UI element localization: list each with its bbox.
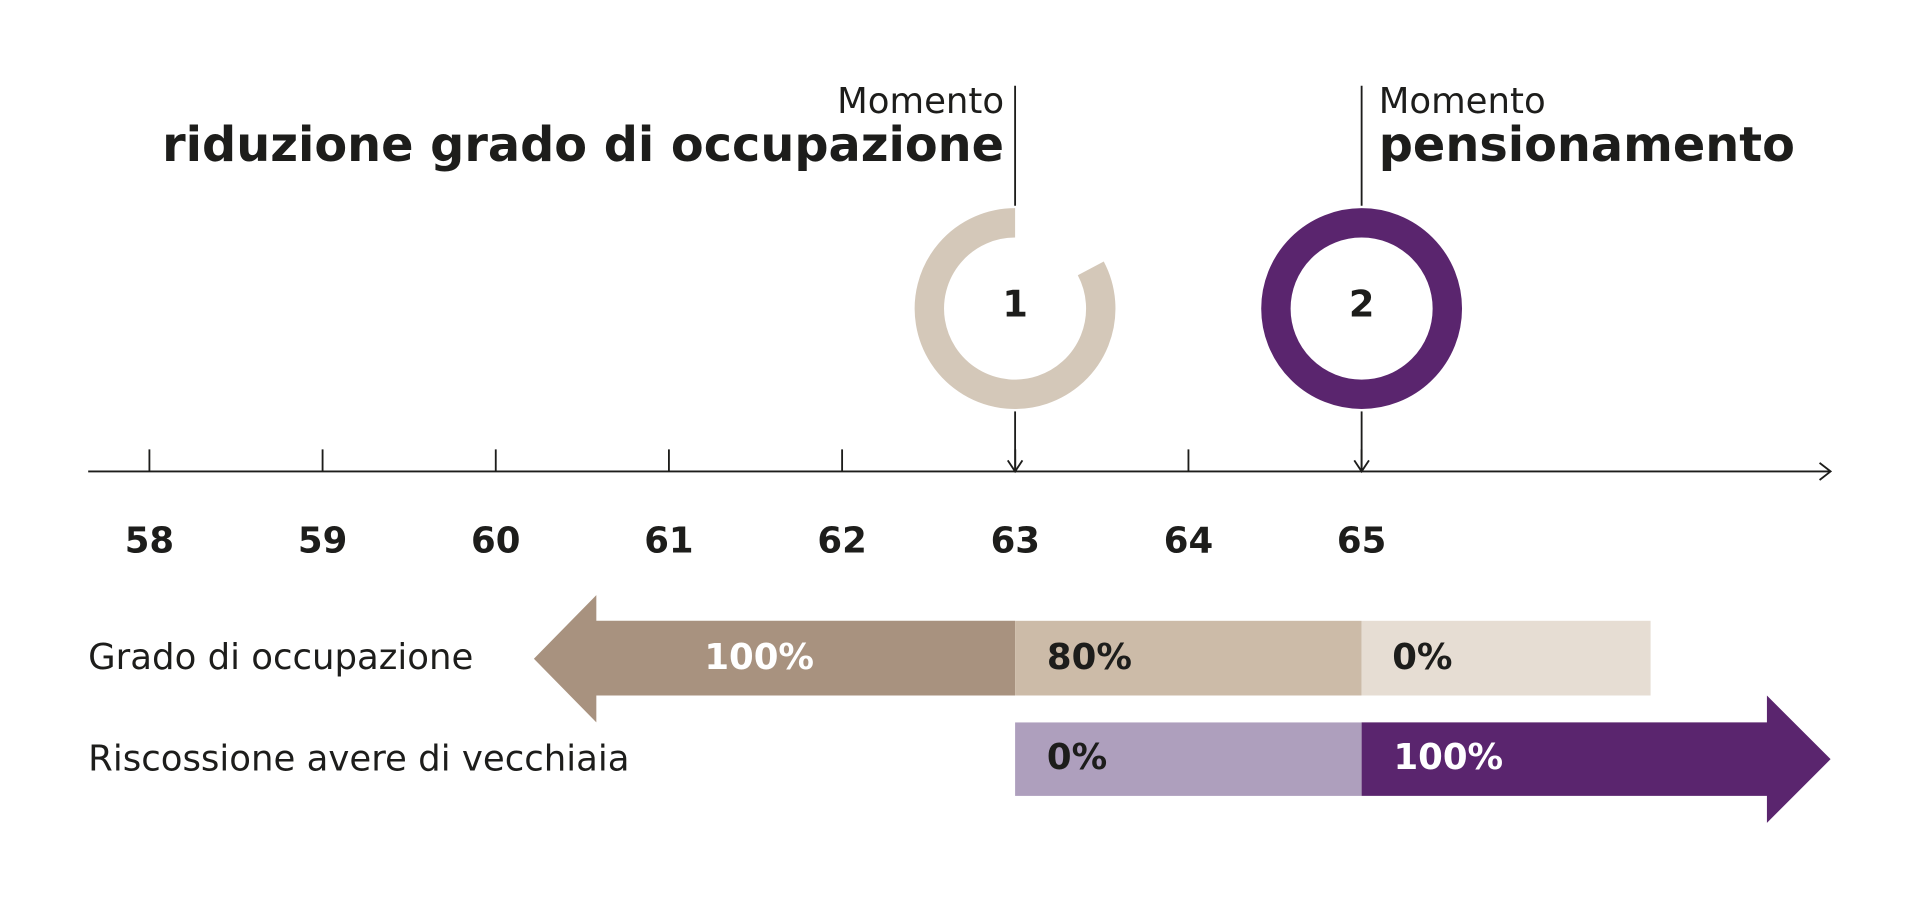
segment-label: 100%	[704, 637, 814, 678]
segment	[1015, 620, 1362, 696]
tick-label: 64	[1164, 520, 1213, 561]
row-label: Riscossione avere di vecchiaia	[88, 738, 629, 779]
segment-label: 0%	[1047, 737, 1107, 778]
segment-arrow	[1361, 695, 1831, 823]
tick-label: 65	[1337, 520, 1386, 561]
tick-label: 63	[991, 520, 1040, 561]
segment	[1361, 620, 1651, 696]
tick-label: 58	[125, 520, 174, 561]
segment	[1015, 722, 1362, 796]
segment-arrow	[533, 595, 1016, 723]
tick-label: 62	[817, 520, 866, 561]
marker-ring	[1261, 208, 1463, 409]
axis-ticks: 58 59 60 61 62 63 64 65	[125, 449, 1386, 561]
segment-label: 100%	[1393, 737, 1503, 778]
segment-label: 80%	[1047, 637, 1132, 678]
marker-ring	[914, 208, 1116, 409]
marker-pre: Momento	[1379, 81, 1546, 122]
marker-title: riduzione grado di occupazione	[162, 118, 1004, 173]
marker-number: 1	[1002, 283, 1028, 326]
tick-label: 59	[298, 520, 347, 561]
marker-pre: Momento	[837, 81, 1004, 122]
axis-arrowhead	[1819, 462, 1833, 481]
tick-label: 61	[644, 520, 693, 561]
segment-label: 0%	[1392, 637, 1452, 678]
marker-title: pensionamento	[1379, 118, 1795, 173]
marker-number: 2	[1349, 283, 1375, 326]
row-label: Grado di occupazione	[88, 637, 473, 678]
tick-label: 60	[471, 520, 520, 561]
